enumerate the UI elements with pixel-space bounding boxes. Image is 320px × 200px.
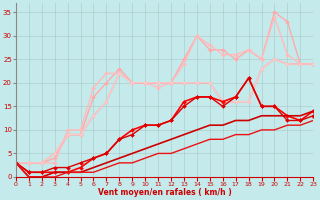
X-axis label: Vent moyen/en rafales ( km/h ): Vent moyen/en rafales ( km/h ) xyxy=(98,188,231,197)
